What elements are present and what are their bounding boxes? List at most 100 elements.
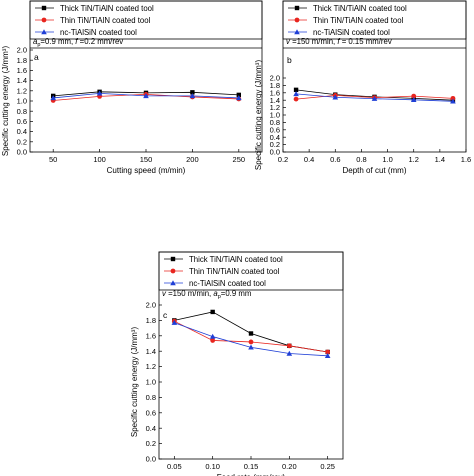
series-line-nc	[174, 322, 328, 357]
y-tick-label: 1.0	[146, 378, 156, 387]
y-tick-label: 1.4	[146, 347, 156, 356]
data-point-nc	[248, 344, 254, 350]
legend-label-thick: Thick TiN/TiAlN coated tool	[60, 4, 154, 13]
data-point-thick	[210, 309, 215, 315]
legend-label-nc: nc-TiAlSiN coated tool	[189, 279, 266, 288]
y-tick-label: 0.0	[146, 455, 156, 464]
cond-symbol-a: a	[213, 289, 218, 298]
legend-label-thick: Thick TiN/TiAlN coated tool	[189, 255, 283, 264]
chart-panel-c: Thick TiN/TiAlN coated tool Thin TiN/TiAl…	[130, 251, 344, 476]
data-point-thin	[450, 95, 456, 101]
cond-symbol-v: v	[162, 289, 167, 298]
x-tick-label: 250	[233, 155, 246, 164]
plot-frame	[282, 0, 467, 153]
cond-symbol-v: v	[286, 37, 291, 46]
data-point-thin	[248, 339, 254, 345]
x-tick-label: 0.25	[320, 462, 335, 471]
data-point-nc	[371, 95, 378, 101]
y-tick-label: 2.0	[270, 74, 280, 83]
chart-panel-a: Thick TiN/TiAlN coated tool Thin TiN/TiAl…	[1, 0, 263, 175]
x-tick-label: 150	[140, 155, 153, 164]
y-tick-label: 1.6	[270, 88, 280, 97]
data-point-nc	[171, 319, 178, 325]
y-tick-label: 1.2	[17, 86, 27, 95]
data-point-thick	[248, 331, 254, 336]
y-tick-label: 1.6	[146, 331, 156, 340]
x-tick-label: 0.05	[167, 462, 182, 471]
y-tick-label: 0.6	[17, 117, 27, 126]
x-axis-title: Cutting speed (m/min)	[107, 166, 186, 175]
legend-label-thin: Thin TiN/TiAlN coated tool	[189, 267, 280, 276]
conditions-text: v =150 m/min, f = 0.15 mm/rev	[286, 37, 392, 46]
legend-frame	[29, 0, 263, 40]
legend-label-nc: nc-TiAlSiN coated tool	[313, 28, 390, 37]
legend-marker-thin	[41, 17, 47, 23]
y-tick-label: 0.4	[17, 127, 27, 136]
legend-marker-thick	[294, 5, 300, 11]
y-tick-label: 0.2	[270, 140, 280, 149]
y-tick-label: 0.6	[146, 408, 156, 417]
x-tick-label: 1.0	[382, 155, 392, 164]
chart-panel-b: Thick TiN/TiAlN coated tool Thin TiN/TiAl…	[254, 0, 471, 175]
y-tick-label: 1.2	[146, 362, 156, 371]
x-tick-label: 0.6	[330, 155, 340, 164]
x-tick-label: 1.4	[435, 155, 445, 164]
y-tick-label: 1.6	[17, 66, 27, 75]
data-point-thick	[236, 92, 241, 98]
x-axis-title: Feed rate (mm/rev)	[217, 473, 286, 476]
y-tick-label: 0.6	[270, 125, 280, 134]
x-tick-label: 0.8	[356, 155, 366, 164]
data-point-nc	[50, 95, 56, 101]
data-point-nc	[96, 90, 103, 96]
legend-marker-thick	[170, 256, 176, 262]
legend: Thick TiN/TiAlN coated tool Thin TiN/TiAl…	[29, 0, 263, 40]
y-tick-label: 1.2	[270, 103, 280, 112]
cond-value-v: =150 m/min,	[290, 37, 337, 46]
cond-value-ap: =0.9 mm	[221, 289, 252, 298]
x-tick-label: 100	[93, 155, 106, 164]
x-tick-label: 0.10	[205, 462, 220, 471]
y-axis-title: Specific cutting energy (J/mm³)	[254, 60, 263, 171]
conditions-text: ap=0.9 mm, f =0.2 mm/rev	[33, 37, 123, 48]
y-tick-label: 0.8	[17, 107, 27, 116]
x-tick-label: 50	[49, 155, 57, 164]
legend-marker-nc	[170, 280, 176, 286]
x-tick-label: 0.20	[282, 462, 297, 471]
y-tick-label: 0.4	[270, 133, 280, 142]
legend-marker-nc	[41, 29, 47, 35]
cond-subscript-p: p	[218, 294, 221, 300]
legend-frame	[282, 0, 467, 40]
data-point-nc	[450, 98, 456, 104]
y-tick-label: 2.0	[146, 301, 156, 310]
y-tick-label: 1.0	[17, 97, 27, 106]
cond-symbol-f: f	[75, 37, 78, 46]
x-tick-label: 1.2	[408, 155, 418, 164]
cond-value-v: =150 m/min,	[166, 289, 213, 298]
x-tick-label: 0.4	[304, 155, 314, 164]
data-point-nc	[324, 353, 331, 359]
conditions-text: v =150 m/min, ap=0.9 mm	[162, 289, 251, 300]
data-point-thick	[190, 90, 195, 95]
y-tick-label: 0.0	[270, 148, 280, 157]
legend-label-thin: Thin TiN/TiAlN coated tool	[313, 16, 404, 25]
y-tick-label: 0.4	[146, 424, 156, 433]
x-tick-label: 1.6	[461, 155, 471, 164]
y-tick-label: 1.8	[270, 81, 280, 90]
y-tick-label: 1.0	[270, 111, 280, 120]
y-tick-label: 2.0	[17, 46, 27, 55]
y-tick-label: 1.8	[17, 56, 27, 65]
x-axis-title: Depth of cut (mm)	[342, 166, 406, 175]
legend-marker-thin	[294, 17, 300, 23]
legend-marker-thick	[41, 5, 47, 11]
panel-letter: a	[34, 52, 39, 62]
data-point-thin	[210, 338, 216, 343]
data-point-nc	[189, 93, 196, 99]
legend-frame	[158, 251, 344, 291]
y-tick-label: 0.8	[270, 118, 280, 127]
data-point-nc	[143, 93, 149, 99]
data-point-thin	[293, 96, 299, 102]
y-tick-label: 1.4	[17, 76, 27, 85]
legend-label-nc: nc-TiAlSiN coated tool	[60, 28, 137, 37]
y-tick-label: 1.8	[146, 316, 156, 325]
